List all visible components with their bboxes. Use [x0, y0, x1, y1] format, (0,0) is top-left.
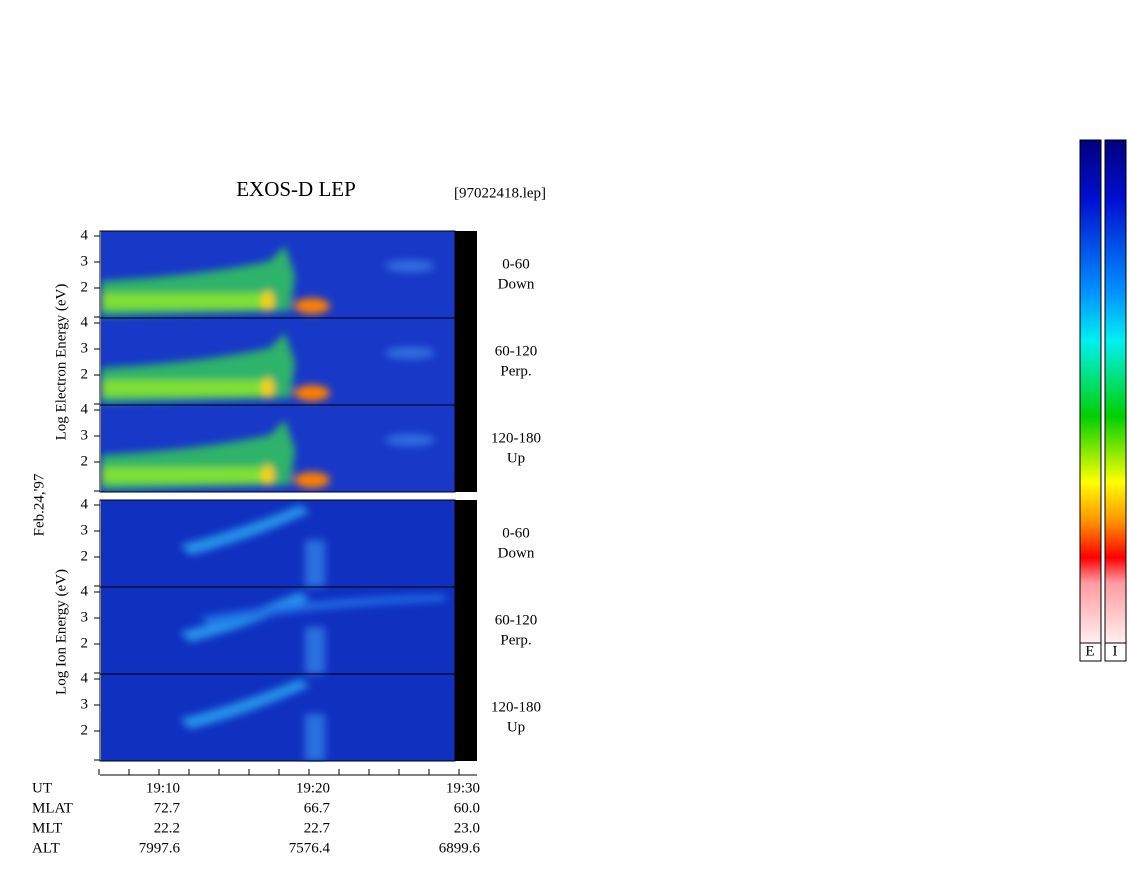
y-tick-label: 2	[81, 722, 89, 738]
y-tick-label: 2	[81, 548, 89, 564]
date: Feb.24,'97	[31, 473, 47, 536]
spectrogram	[101, 231, 455, 492]
band	[180, 679, 310, 729]
row-value: 72.7	[154, 800, 181, 816]
y-tick-label: 4	[81, 583, 89, 599]
panel-label: 0-60	[502, 256, 530, 272]
row-value: 23.0	[454, 820, 480, 836]
panel-label: Perp.	[500, 632, 531, 648]
streak	[305, 627, 325, 674]
panel-label: 60-120	[495, 343, 538, 359]
peak	[262, 291, 274, 311]
y-tick-label: 3	[81, 427, 89, 443]
y-tick-label: 2	[81, 279, 89, 295]
y-tick-label: 4	[81, 670, 89, 686]
intensity	[101, 246, 435, 490]
panel-label: Perp.	[500, 363, 531, 379]
colorbar-label: I	[1113, 643, 1118, 659]
band	[101, 467, 271, 483]
ion-axis-label: Log Ion Energy (eV)	[53, 569, 69, 695]
row-value: 6899.6	[439, 840, 481, 856]
intensity	[180, 505, 445, 761]
y-tick-label: 4	[81, 227, 89, 243]
streak	[305, 714, 325, 761]
y-tick-label: 2	[81, 453, 89, 469]
row-label: MLAT	[32, 800, 73, 816]
row-value: 19:30	[446, 780, 480, 796]
colorbar	[1104, 139, 1127, 644]
row-value: 22.2	[154, 820, 180, 836]
row-value: 60.0	[454, 800, 480, 816]
panel-label: 120-180	[491, 699, 541, 715]
no-data	[455, 231, 477, 318]
colorbar-label-box	[1104, 642, 1127, 662]
y-tick-label: 3	[81, 522, 89, 538]
y-tick-label: 4	[81, 496, 89, 512]
no-data	[455, 318, 477, 405]
y-tick-label: 3	[81, 340, 89, 356]
panel-label: 120-180	[491, 430, 541, 446]
background	[101, 500, 455, 761]
y-tick-label: 2	[81, 635, 89, 651]
y-tick-label: 4	[81, 401, 89, 417]
no-data	[455, 405, 477, 492]
streak	[305, 540, 325, 587]
panel-label: 60-120	[495, 612, 538, 628]
colorbar-label: E	[1085, 643, 1094, 659]
row-value: 66.7	[304, 800, 331, 816]
peak	[294, 472, 330, 488]
no-data	[455, 674, 477, 761]
glow	[385, 260, 435, 272]
band	[101, 293, 271, 309]
title: EXOS-D LEP	[236, 177, 356, 201]
panel-label: Up	[507, 450, 525, 466]
band	[101, 380, 271, 396]
electron-axis-label: Log Electron Energy (eV)	[53, 284, 69, 441]
row-label: MLT	[32, 820, 62, 836]
peak	[294, 385, 330, 401]
band	[200, 595, 445, 625]
band	[180, 505, 310, 555]
peak	[262, 378, 274, 398]
no-data	[455, 500, 477, 587]
row-value: 7997.6	[139, 840, 181, 856]
panel-label: Up	[507, 719, 525, 735]
row-value: 19:10	[146, 780, 180, 796]
y-tick-label: 3	[81, 696, 89, 712]
panel-label: Down	[498, 545, 535, 561]
spectrogram	[101, 500, 455, 761]
y-tick-label: 3	[81, 609, 89, 625]
peak	[262, 465, 274, 485]
colorbar	[1079, 139, 1102, 644]
y-tick-label: 2	[81, 366, 89, 382]
file-name: [97022418.lep]	[454, 185, 546, 201]
no-data	[455, 587, 477, 674]
panel-label: 0-60	[502, 525, 530, 541]
y-tick-label: 4	[81, 314, 89, 330]
row-value: 22.7	[304, 820, 331, 836]
colorbar-label-box	[1079, 642, 1102, 662]
peak	[294, 298, 330, 314]
glow	[385, 434, 435, 446]
row-label: ALT	[32, 840, 60, 856]
panel-label: Down	[498, 276, 535, 292]
glow	[385, 347, 435, 359]
row-label: UT	[32, 780, 52, 796]
row-value: 7576.4	[289, 840, 331, 856]
y-tick-label: 3	[81, 253, 89, 269]
row-value: 19:20	[296, 780, 330, 796]
